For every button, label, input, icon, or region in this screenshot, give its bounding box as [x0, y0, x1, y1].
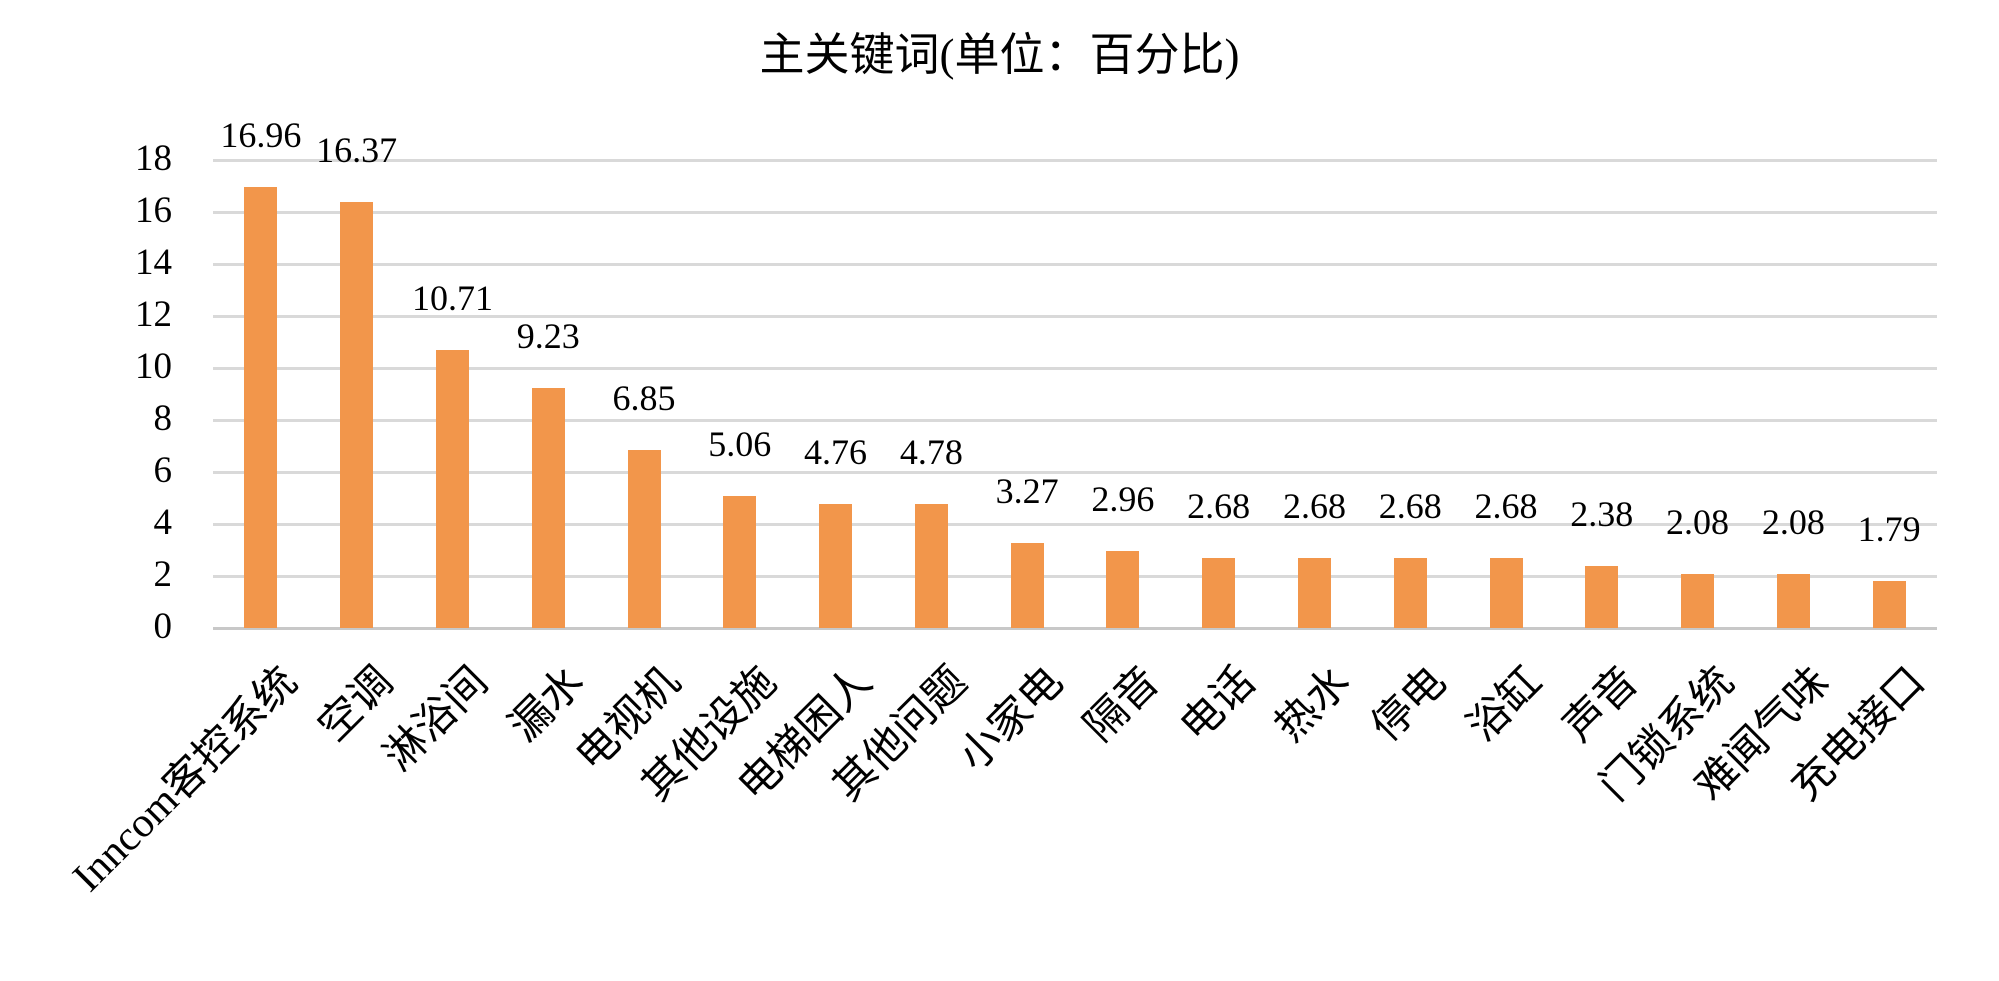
y-axis-tick-label: 14 [135, 242, 172, 283]
chart-title: 主关键词(单位：百分比) [759, 30, 1240, 80]
gridline [213, 210, 1937, 214]
bar-value-label: 2.08 [1761, 501, 1825, 542]
bar-value-label: 1.79 [1857, 509, 1921, 550]
y-axis-tick-label: 2 [153, 554, 173, 595]
x-axis-baseline [213, 626, 1937, 630]
bar-value-label: 2.68 [1378, 486, 1442, 527]
bar-value-label: 4.78 [899, 431, 963, 472]
bar [627, 449, 661, 628]
gridline [213, 418, 1937, 422]
gridline [213, 366, 1937, 370]
bar-value-label: 16.37 [316, 130, 398, 171]
y-axis-tick-label: 18 [135, 138, 172, 179]
gridline [213, 262, 1937, 266]
bar-value-label: 6.85 [612, 377, 676, 418]
bar [1489, 558, 1523, 628]
y-axis-tick-label: 12 [135, 294, 172, 335]
bar [819, 504, 853, 628]
bar [1010, 542, 1044, 628]
bar-value-label: 2.68 [1187, 486, 1251, 527]
category-label: 热水 [1267, 658, 1360, 751]
bar-value-label: 2.08 [1666, 501, 1730, 542]
y-axis-tick-label: 10 [135, 346, 172, 387]
bar [1297, 558, 1331, 628]
category-label: 停电 [1363, 658, 1456, 751]
category-label: Inncom客控系统 [63, 658, 306, 901]
bar [435, 349, 469, 628]
y-axis-tick-label: 6 [153, 450, 173, 491]
bar-value-label: 2.68 [1474, 486, 1538, 527]
bar [340, 202, 374, 628]
category-label: 浴缸 [1459, 658, 1552, 751]
category-label: 隔音 [1076, 658, 1168, 751]
bar-value-label: 4.76 [804, 432, 868, 473]
bar [1872, 581, 1906, 628]
y-axis-tick-label: 0 [153, 606, 173, 647]
y-axis-tick-label: 16 [135, 190, 172, 231]
gridline [213, 158, 1937, 162]
bar-value-label: 2.68 [1282, 486, 1346, 527]
bar [914, 503, 948, 628]
bar [1393, 558, 1427, 628]
gridline [213, 314, 1937, 318]
bar [723, 496, 757, 628]
bar [531, 388, 565, 628]
bar-value-label: 5.06 [708, 424, 772, 465]
category-label: 小家电 [950, 658, 1073, 781]
bar-value-label: 10.71 [411, 277, 493, 318]
bar-value-label: 16.96 [220, 115, 302, 156]
bar [244, 187, 278, 628]
bar-value-label: 2.38 [1570, 494, 1634, 535]
category-label: 电话 [1171, 658, 1264, 751]
bar [1776, 573, 1810, 628]
bar-value-label: 2.96 [1091, 479, 1155, 520]
y-axis-tick-label: 8 [153, 398, 173, 439]
y-axis-tick-label: 4 [153, 502, 173, 543]
bar [1681, 573, 1715, 628]
bar [1106, 551, 1140, 628]
gridline [213, 574, 1937, 578]
category-label: 淋浴间 [375, 658, 498, 781]
bar-value-label: 3.27 [995, 470, 1059, 511]
gridline [213, 470, 1937, 474]
gridline [213, 522, 1937, 526]
bar [1202, 558, 1236, 628]
plot-area [213, 158, 1937, 630]
bar-value-label: 9.23 [516, 316, 580, 357]
bar [1585, 566, 1619, 628]
